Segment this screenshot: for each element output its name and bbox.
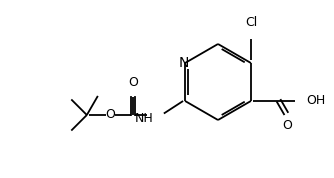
Text: NH: NH	[135, 111, 154, 124]
Text: N: N	[179, 56, 189, 70]
Text: O: O	[282, 119, 292, 132]
Text: O: O	[105, 109, 115, 122]
Text: O: O	[128, 76, 138, 89]
Text: Cl: Cl	[245, 16, 257, 29]
Text: OH: OH	[306, 95, 325, 108]
